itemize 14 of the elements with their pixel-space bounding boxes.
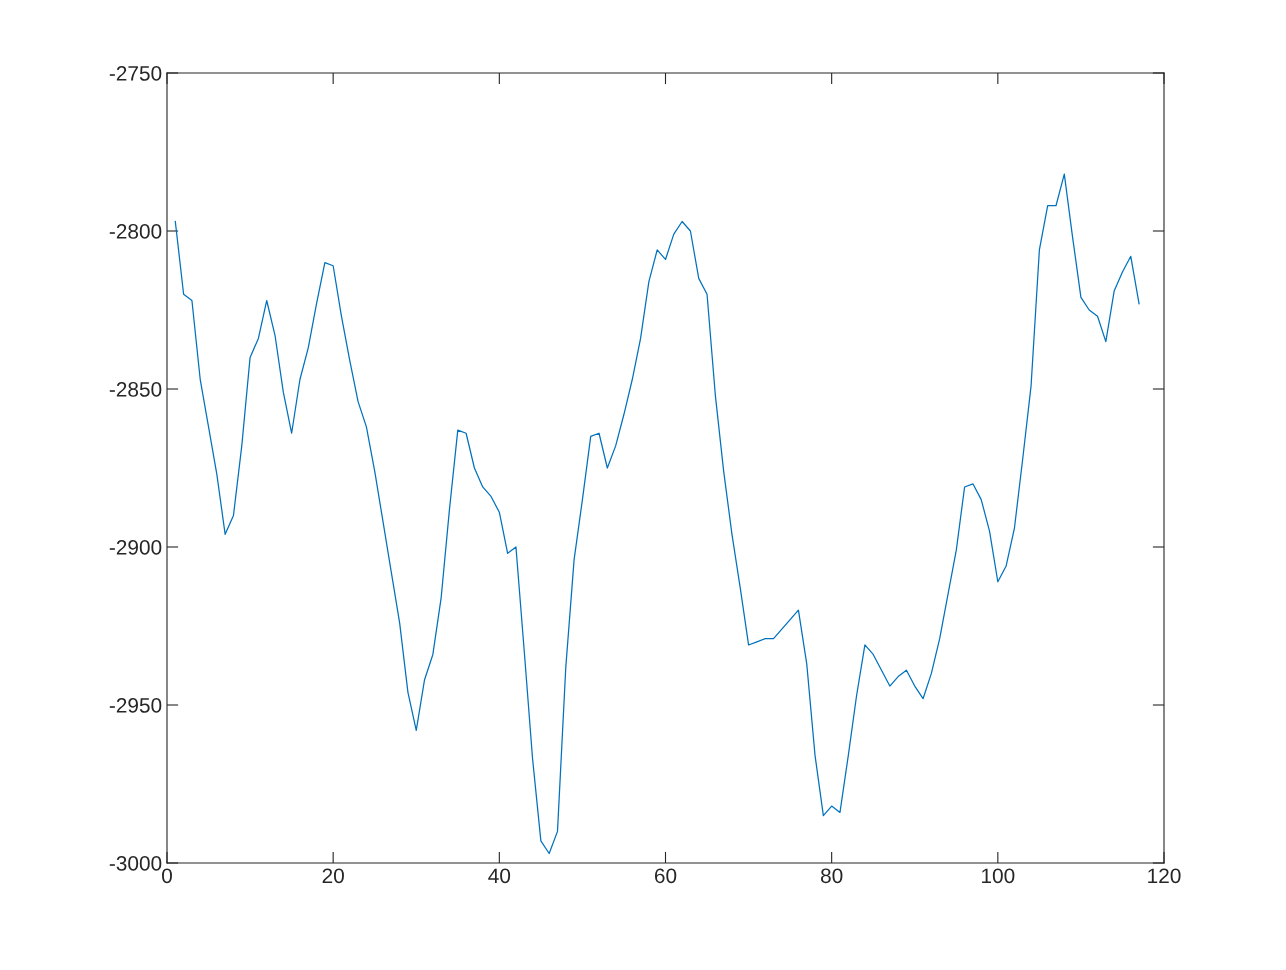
y-tick-label: -2850	[109, 382, 162, 397]
y-tick-label: -2950	[109, 698, 162, 713]
x-tick-label: 40	[488, 868, 511, 884]
y-tick-label: -2900	[109, 540, 162, 555]
x-tick-label: 100	[982, 868, 1015, 884]
y-tick-label: -2750	[109, 66, 162, 81]
x-tick-label: 0	[162, 868, 172, 884]
x-tick-label: 80	[820, 868, 843, 884]
x-tick-label: 60	[654, 868, 677, 884]
y-tick-label: -2800	[109, 224, 162, 239]
line-series	[174, 173, 1140, 855]
x-tick-label: 120	[1148, 868, 1181, 884]
y-tick-label: -3000	[109, 856, 162, 871]
x-tick-label: 20	[322, 868, 344, 884]
